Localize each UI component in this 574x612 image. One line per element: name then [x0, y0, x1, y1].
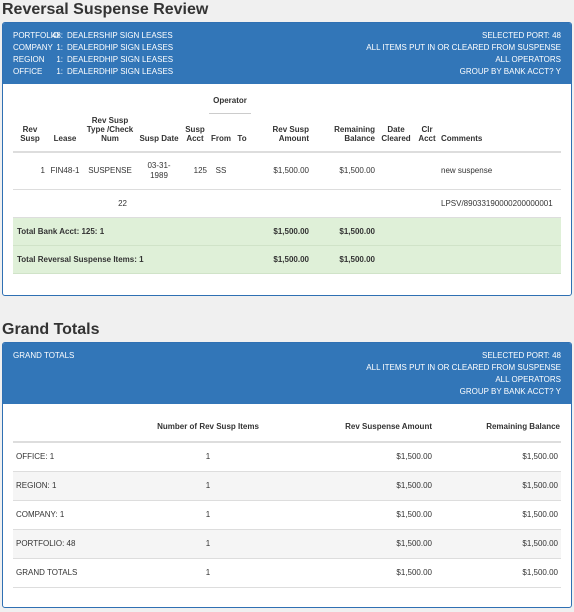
grand-col-count: Number of Rev Susp Items: [133, 412, 283, 443]
col-to: To: [233, 113, 251, 153]
table-row: 1 FIN48-1 SUSPENSE 03-31-1989 125 SS $1,…: [13, 151, 561, 190]
grand-totals-title: Grand Totals: [2, 321, 100, 338]
col-from: From: [209, 113, 233, 153]
col-date-cleared: Date Cleared: [377, 113, 415, 153]
cell-lease: FIN48-1: [47, 151, 83, 190]
total-items-row: Total Reversal Suspense Items: 1 $1,500.…: [13, 245, 561, 274]
grand-row-count: 1: [133, 442, 283, 472]
table-row: 22 LPSV/89033190000200000001: [13, 189, 561, 218]
header-operators: ALL OPERATORS: [495, 55, 561, 64]
grand-row-label: PORTFOLIO: 48: [13, 529, 133, 559]
col-operator: Operator: [209, 94, 251, 114]
total-bank-label: Total Bank Acct: 125: 1: [13, 217, 251, 246]
grand-col-amount: Rev Suspense Amount: [283, 412, 433, 443]
grand-header-items-filter: ALL ITEMS PUT IN OR CLEARED FROM SUSPENS…: [366, 363, 561, 372]
total-items-amount: $1,500.00: [251, 245, 311, 274]
header-region: REGION 1: DEALERDHIP SIGN LEASES: [13, 55, 174, 64]
total-bank-row: Total Bank Acct: 125: 1 $1,500.00 $1,500…: [13, 217, 561, 246]
grand-totals-panel: GRAND TOTALS SELECTED PORT: 48 ALL ITEMS…: [2, 342, 572, 608]
cell-from: SS: [209, 151, 233, 190]
grand-row-label: GRAND TOTALS: [13, 558, 133, 588]
grand-col-label: [13, 412, 133, 443]
cell-remaining: $1,500.00: [311, 151, 377, 190]
grand-row-count: 1: [133, 471, 283, 501]
col-clr-acct: Clr Acct: [415, 113, 439, 153]
cell-susp-date: 03-31-1989: [137, 151, 181, 190]
review-header-right: SELECTED PORT: 48 ALL ITEMS PUT IN OR CL…: [366, 30, 561, 78]
grand-header-group-by: GROUP BY BANK ACCT? Y: [459, 387, 561, 396]
header-portfolio: PORTFOLIO48: DEALERSHIP SIGN LEASES: [13, 31, 173, 40]
col-susp-acct: Susp Acct: [181, 113, 209, 153]
cell-susp-acct: 125: [181, 151, 209, 190]
grand-header-right: SELECTED PORT: 48 ALL ITEMS PUT IN OR CL…: [366, 350, 561, 398]
col-remaining: Remaining Balance: [311, 113, 377, 153]
grand-row-remaining: $1,500.00: [433, 500, 561, 530]
cell-amount: $1,500.00: [251, 151, 311, 190]
col-type-check: Rev Susp Type /Check Num: [83, 113, 137, 153]
cell-date-cleared: [377, 151, 415, 190]
grand-row-count: 1: [133, 500, 283, 530]
grand-row-remaining: $1,500.00: [433, 471, 561, 501]
review-panel-header: PORTFOLIO48: DEALERSHIP SIGN LEASES COMPA…: [3, 23, 571, 84]
grand-row-label: OFFICE: 1: [13, 442, 133, 472]
grand-row-count: 1: [133, 529, 283, 559]
review-panel: PORTFOLIO48: DEALERSHIP SIGN LEASES COMPA…: [2, 22, 572, 296]
header-group-by: GROUP BY BANK ACCT? Y: [459, 67, 561, 76]
grand-row-label: REGION: 1: [13, 471, 133, 501]
grand-row-remaining: $1,500.00: [433, 529, 561, 559]
grand-row-remaining: $1,500.00: [433, 558, 561, 588]
header-office: OFFICE 1: DEALERDHIP SIGN LEASES: [13, 67, 174, 76]
grand-row-amount: $1,500.00: [283, 442, 433, 472]
grand-totals-table: Number of Rev Susp Items Rev Suspense Am…: [13, 412, 561, 588]
col-comments: Comments: [439, 113, 561, 153]
cell-comments: new suspense: [439, 151, 561, 190]
review-header-left: PORTFOLIO48: DEALERSHIP SIGN LEASES COMPA…: [13, 30, 173, 78]
grand-row-amount: $1,500.00: [283, 529, 433, 559]
grand-col-remaining: Remaining Balance: [433, 412, 561, 443]
grand-row-amount: $1,500.00: [283, 471, 433, 501]
total-bank-remaining: $1,500.00: [311, 217, 377, 246]
table-row: COMPANY: 1 1 $1,500.00 $1,500.00: [13, 500, 561, 530]
grand-row-count: 1: [133, 558, 283, 588]
review-title: Reversal Suspense Review: [2, 1, 209, 18]
grand-header-operators: ALL OPERATORS: [495, 375, 561, 384]
col-lease: Lease: [47, 113, 83, 153]
grand-panel-header: GRAND TOTALS SELECTED PORT: 48 ALL ITEMS…: [3, 343, 571, 404]
cell-type: SUSPENSE: [83, 151, 137, 190]
total-bank-amount: $1,500.00: [251, 217, 311, 246]
col-rev-susp: Rev Susp: [13, 113, 47, 153]
grand-row-amount: $1,500.00: [283, 500, 433, 530]
header-company: COMPANY 1: DEALERDHIP SIGN LEASES: [13, 43, 174, 52]
grand-header-selected-port: SELECTED PORT: 48: [482, 351, 561, 360]
total-items-label: Total Reversal Suspense Items: 1: [13, 245, 251, 274]
table-row: GRAND TOTALS 1 $1,500.00 $1,500.00: [13, 558, 561, 588]
suspense-detail-table: Operator Rev Susp Lease Rev Susp Type /C…: [13, 94, 561, 274]
header-items-filter: ALL ITEMS PUT IN OR CLEARED FROM SUSPENS…: [366, 43, 561, 52]
grand-row-label: COMPANY: 1: [13, 500, 133, 530]
col-amount: Rev Susp Amount: [251, 113, 311, 153]
cell-check-num: 22: [83, 189, 137, 218]
table-row: REGION: 1 1 $1,500.00 $1,500.00: [13, 471, 561, 501]
grand-row-remaining: $1,500.00: [433, 442, 561, 472]
cell-comments-ref: LPSV/89033190000200000001: [439, 189, 561, 218]
total-items-remaining: $1,500.00: [311, 245, 377, 274]
table-row: OFFICE: 1 1 $1,500.00 $1,500.00: [13, 442, 561, 472]
col-susp-date: Susp Date: [137, 113, 181, 153]
cell-to: [233, 151, 251, 190]
cell-clr-acct: [415, 151, 439, 190]
cell-rev-susp: 1: [13, 151, 47, 190]
grand-header-label: GRAND TOTALS: [13, 351, 75, 360]
table-row: PORTFOLIO: 48 1 $1,500.00 $1,500.00: [13, 529, 561, 559]
header-selected-port: SELECTED PORT: 48: [482, 31, 561, 40]
grand-row-amount: $1,500.00: [283, 558, 433, 588]
